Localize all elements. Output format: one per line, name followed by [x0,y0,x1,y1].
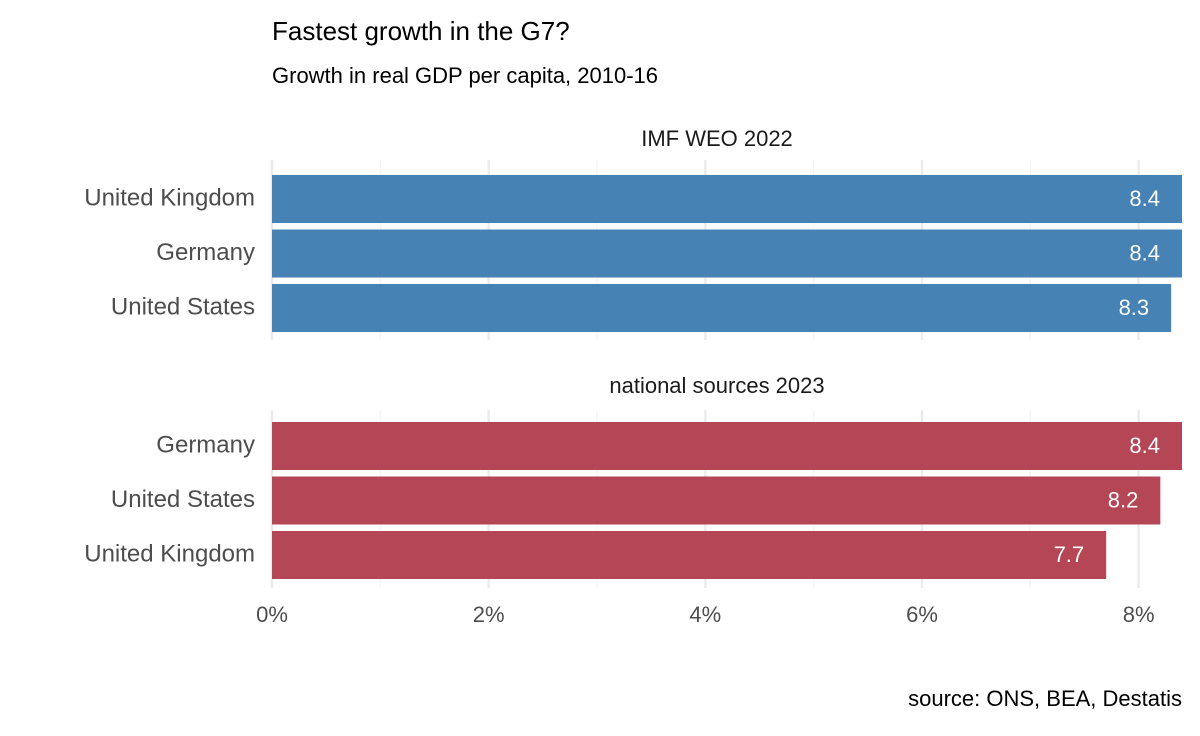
x-tick-label: 8% [1123,602,1155,627]
x-tick-label: 4% [689,602,721,627]
panel-title: national sources 2023 [609,373,824,398]
y-tick-label: Germany [156,239,255,266]
bar [272,284,1172,332]
x-tick-label: 2% [473,602,505,627]
y-tick-label: United States [111,486,255,513]
value-label: 8.3 [1119,295,1150,320]
y-tick-label: United Kingdom [84,184,255,211]
bar [272,229,1182,278]
value-label: 7.7 [1054,542,1085,567]
value-label: 8.2 [1108,487,1139,512]
y-tick-label: Germany [156,431,255,458]
caption: source: ONS, BEA, Destatis [908,686,1182,711]
chart-subtitle: Growth in real GDP per capita, 2010-16 [272,63,658,88]
y-tick-label: United Kingdom [84,540,255,567]
value-label: 8.4 [1129,186,1160,211]
x-tick-label: 0% [256,602,288,627]
x-tick-label: 6% [906,602,938,627]
value-label: 8.4 [1129,433,1160,458]
panel-title: IMF WEO 2022 [641,126,793,151]
bar [272,422,1182,470]
value-label: 8.4 [1129,240,1160,265]
bar [272,531,1107,579]
bar [272,476,1161,525]
bar [272,175,1182,223]
y-tick-label: United States [111,293,255,320]
chart-title: Fastest growth in the G7? [272,16,570,46]
